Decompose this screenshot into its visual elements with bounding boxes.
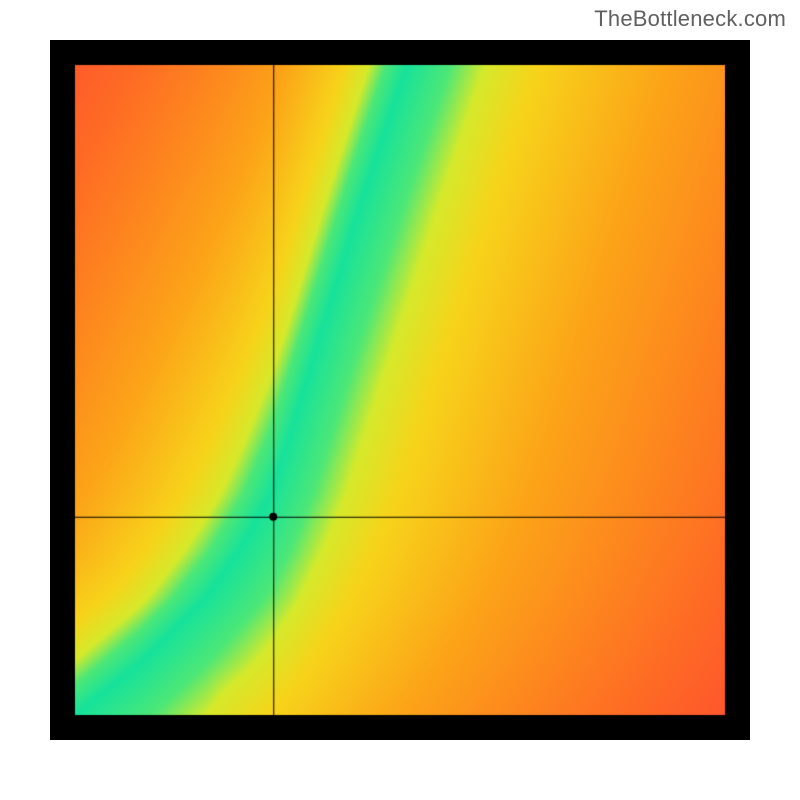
chart-container: TheBottleneck.com [0, 0, 800, 800]
bottleneck-heatmap [50, 40, 750, 740]
attribution-text: TheBottleneck.com [594, 6, 786, 32]
